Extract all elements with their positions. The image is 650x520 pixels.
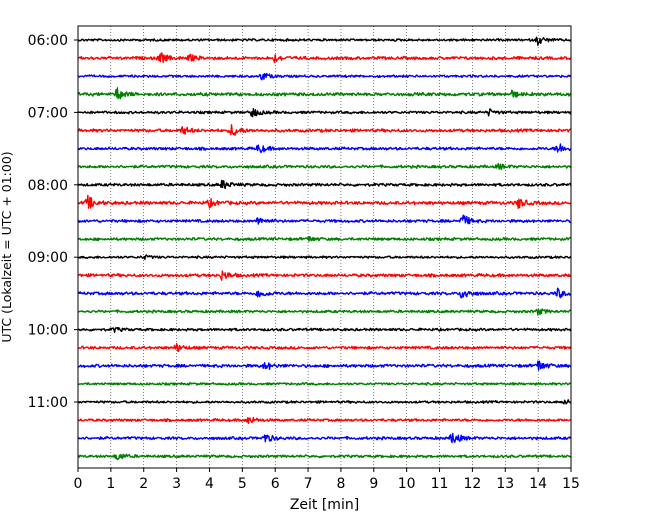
seismogram-trace xyxy=(77,36,572,46)
seismogram-trace xyxy=(77,432,572,444)
y-tick-label: 10:00 xyxy=(28,323,68,339)
x-tick-label: 4 xyxy=(205,476,214,492)
x-axis-label: Zeit [min] xyxy=(290,497,359,513)
x-tick-label: 10 xyxy=(398,476,416,492)
seismogram-trace xyxy=(77,326,572,334)
x-tick-label: 8 xyxy=(336,476,345,492)
seismogram-trace xyxy=(77,342,572,353)
plot-frame xyxy=(77,25,572,469)
seismogram-trace xyxy=(77,87,572,100)
seismogram-trace xyxy=(77,270,572,281)
seismogram-trace xyxy=(77,143,572,154)
y-axis-label: UTC (Lokalzeit = UTC + 01:00) xyxy=(0,151,14,342)
x-tick-label: 3 xyxy=(172,476,181,492)
seismogram-trace xyxy=(77,287,572,299)
x-tick-label: 1 xyxy=(106,476,115,492)
y-tick-label: 08:00 xyxy=(28,178,68,194)
seismogram-trace xyxy=(77,399,572,405)
seismogram-trace xyxy=(77,162,572,171)
x-tick-label: 0 xyxy=(74,476,83,492)
seismogram-trace xyxy=(77,179,572,190)
seismogram-trace xyxy=(77,235,572,242)
seismogram-trace xyxy=(77,214,572,225)
seismogram-trace xyxy=(77,360,572,371)
x-tick-label: 6 xyxy=(271,476,280,492)
y-tick-label: 09:00 xyxy=(28,250,68,266)
seismogram-trace xyxy=(77,254,572,261)
seismogram-trace xyxy=(77,72,572,81)
x-tick-label: 15 xyxy=(562,476,580,492)
seismogram-trace xyxy=(77,52,572,64)
seismogram-trace xyxy=(77,308,572,316)
seismogram-trace xyxy=(77,416,572,425)
x-tick-label: 14 xyxy=(529,476,547,492)
x-tick-label: 2 xyxy=(139,476,148,492)
x-axis-ticks: 0 1 2 3 4 5 6 7 8 9 10 11 12 13 14 15 xyxy=(74,468,580,492)
x-tick-label: 12 xyxy=(463,476,481,492)
x-tick-label: 11 xyxy=(431,476,449,492)
seismogram-trace xyxy=(77,453,572,461)
y-tick-label: 06:00 xyxy=(28,33,68,49)
seismogram-trace xyxy=(77,124,572,136)
y-tick-label: 07:00 xyxy=(28,105,68,121)
y-axis-ticks: 06:00 07:00 08:00 09:00 10:00 11:00 xyxy=(28,33,78,411)
seismogram-trace xyxy=(77,108,572,118)
x-tick-label: 5 xyxy=(238,476,247,492)
x-tick-label: 13 xyxy=(496,476,514,492)
seismogram-traces xyxy=(77,36,572,461)
seismogram-trace xyxy=(77,194,572,210)
x-tick-label: 7 xyxy=(304,476,313,492)
seismogram-trace xyxy=(77,381,572,386)
x-tick-label: 9 xyxy=(369,476,378,492)
y-tick-label: 11:00 xyxy=(28,395,68,411)
